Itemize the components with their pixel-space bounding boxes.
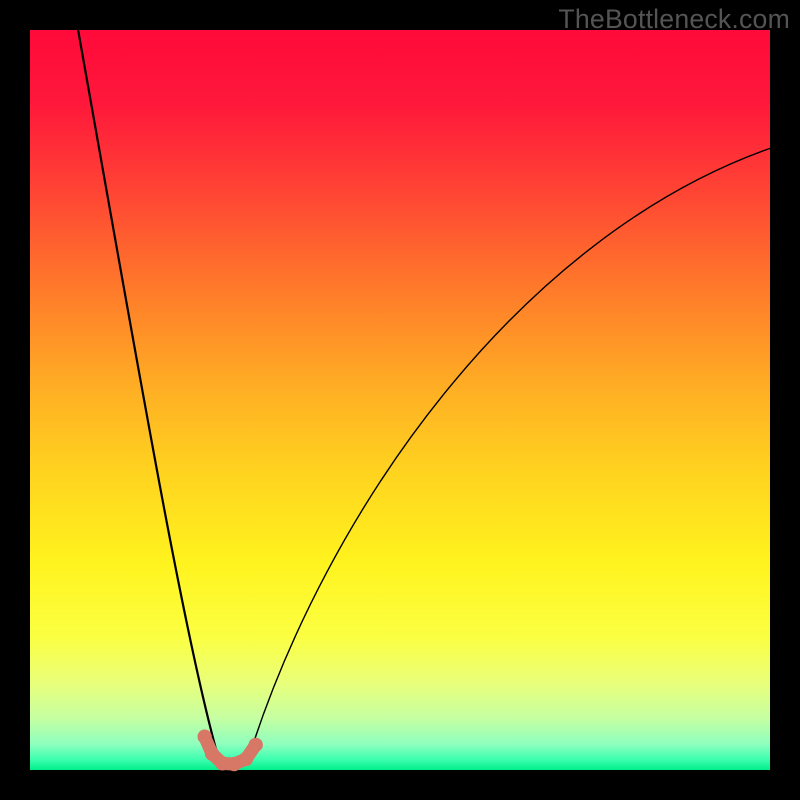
sweet-spot-bead bbox=[239, 752, 253, 766]
sweet-spot-bead bbox=[197, 730, 211, 744]
gradient-plot-area bbox=[30, 30, 770, 770]
bottleneck-chart-svg bbox=[0, 0, 800, 800]
sweet-spot-bead bbox=[249, 738, 263, 752]
chart-root: TheBottleneck.com bbox=[0, 0, 800, 800]
